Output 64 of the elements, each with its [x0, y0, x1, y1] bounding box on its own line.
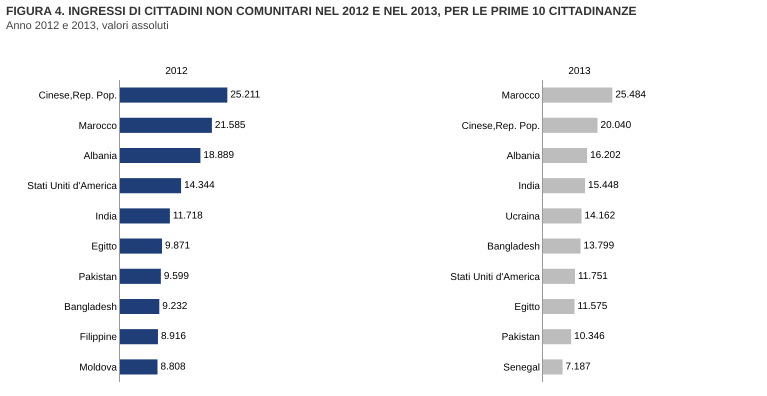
y-tick-label: Senegal [503, 362, 540, 374]
data-label: 15.448 [588, 180, 620, 192]
bar [120, 118, 212, 133]
data-label: 9.871 [165, 240, 190, 252]
bar [120, 238, 162, 254]
y-tick-label: India [518, 181, 540, 192]
bar [120, 208, 170, 224]
y-tick-label: Egitto [514, 302, 540, 313]
y-tick-label: Filippine [80, 332, 118, 344]
bar [543, 178, 586, 194]
data-label: 9.232 [162, 301, 188, 312]
bar [543, 359, 563, 374]
y-tick-label: Ucraina [506, 211, 540, 222]
y-tick-label: India [95, 211, 118, 222]
data-label: 14.344 [184, 180, 216, 192]
bar [543, 298, 574, 314]
data-label: 13.799 [584, 240, 615, 252]
bar [543, 329, 572, 344]
data-label: 8.916 [160, 331, 186, 342]
y-tick-label: Cinese,Rep. Pop. [462, 120, 540, 132]
y-tick-label: Pakistan [78, 272, 117, 283]
x-axis-title: 2013 [568, 66, 592, 77]
y-tick-label: Stati Uniti d'America [450, 272, 540, 283]
bar [543, 208, 582, 224]
y-tick-label: Stati Uniti d'America [27, 181, 118, 192]
data-label: 9.599 [164, 270, 190, 282]
bar [543, 118, 598, 133]
data-label: 11.718 [172, 210, 204, 222]
y-tick-label: Albania [84, 151, 118, 162]
bar [543, 238, 581, 254]
x-axis-title: 2012 [165, 66, 188, 77]
bar [120, 329, 158, 344]
y-tick-label: Egitto [91, 242, 118, 253]
data-label: 14.162 [584, 210, 616, 222]
text: FIGURA 4. INGRESSI DI CITTADINI NON COMUNITARI NEL 2012 E NEL 2013, PER LE PRIME 10 CITTADINANZE [6, 4, 638, 18]
y-tick-label: Cinese,Rep. Pop. [38, 90, 117, 102]
data-label: 10.346 [574, 331, 606, 342]
bar [543, 88, 612, 103]
data-label: 20.040 [600, 120, 632, 131]
bar [543, 148, 588, 164]
y-tick-label: Bangladesh [64, 302, 117, 313]
y-tick-label: Albania [506, 151, 540, 162]
bar [120, 359, 158, 374]
data-label: 7.187 [566, 361, 592, 372]
data-label: 11.751 [578, 270, 608, 282]
bar [120, 148, 200, 164]
data-label: 25.211 [230, 90, 261, 101]
bar [120, 88, 228, 103]
data-label: 8.808 [160, 361, 186, 372]
bar [543, 268, 575, 284]
data-label: 11.575 [578, 301, 608, 312]
data-label: 16.202 [590, 150, 622, 161]
bar [120, 178, 182, 194]
y-tick-label: Pakistan [502, 332, 540, 344]
y-tick-label: Bangladesh [487, 242, 540, 253]
data-label: 25.484 [615, 90, 646, 101]
bar [120, 298, 160, 314]
data-label: 18.889 [203, 150, 234, 161]
data-label: 21.585 [214, 120, 246, 131]
chart-subtitle: Anno 2012 e 2013, valori assoluti [6, 20, 170, 32]
y-tick-label: Moldova [79, 362, 118, 374]
y-tick-label: Marocco [78, 120, 118, 132]
bar [120, 268, 161, 284]
y-tick-label: Marocco [502, 90, 540, 102]
